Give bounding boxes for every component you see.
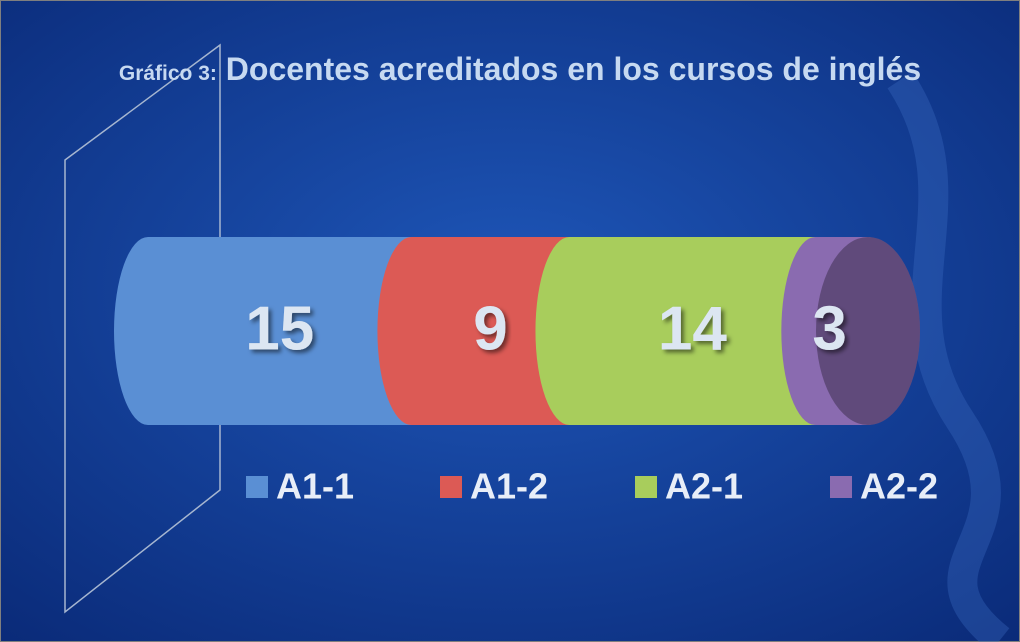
legend-swatch — [440, 476, 462, 498]
plane — [64, 43, 221, 614]
legend-label: A2-1 — [665, 466, 743, 507]
value-label: 9 — [473, 294, 507, 363]
end-cap — [816, 237, 920, 425]
title-box: Gráfico 3: Docentes acreditados en los c… — [115, 40, 925, 103]
legend-swatch — [635, 476, 657, 498]
bar-segment — [535, 237, 850, 425]
legend-swatch — [830, 476, 852, 498]
legend-label: A1-2 — [470, 466, 548, 507]
value-label: 15 — [245, 294, 314, 363]
legend-label: A1-1 — [276, 466, 354, 507]
legend-swatch — [246, 476, 268, 498]
decoration — [887, 71, 1010, 642]
end-cap-shade — [816, 237, 920, 425]
legend-label: A2-2 — [860, 466, 938, 507]
value-label: 14 — [658, 294, 727, 363]
plot: 15 9 14 3 A1-1 A1-2 A2-1 A2-2 — [114, 237, 938, 507]
bar-segment — [114, 237, 446, 425]
title-prefix: Gráfico 3: — [118, 62, 217, 85]
chart-title: Docentes acreditados en los cursos de in… — [225, 51, 922, 87]
value-label: 3 — [812, 294, 846, 363]
